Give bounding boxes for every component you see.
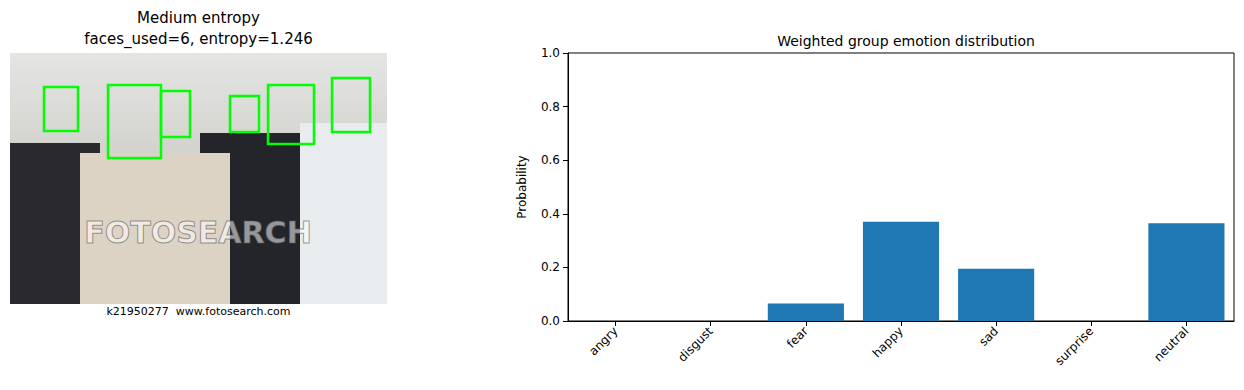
html-text:Medium entropy faces_used=6, e: Medium entropy faces_used=6, entropy=1.2… [84, 9, 313, 48]
svg-text:Weighted group emotion distrib: Weighted group emotion distribution [777, 33, 1035, 49]
svg-text:fear: fear [784, 324, 811, 351]
svg-text:0.6: 0.6 [541, 153, 560, 167]
svg-text:0.4: 0.4 [541, 207, 560, 221]
svg-text:disgust: disgust [675, 324, 716, 365]
svg-text:FOTOSEARCH: FOTOSEARCH [84, 215, 312, 250]
svg-text:happy: happy [870, 324, 906, 360]
svg-text:angry: angry [586, 324, 620, 358]
svg-text:1.0: 1.0 [541, 46, 560, 60]
svg-text:Probability: Probability [515, 155, 529, 218]
svg-text:sad: sad [976, 324, 1001, 349]
svg-text:neutral: neutral [1151, 324, 1191, 364]
svg-text:surprise: surprise [1052, 324, 1096, 368]
html-text:k21950277 www.fotosearch.com: k21950277 www.fotosearch.com [106, 305, 291, 318]
svg-text:0.0: 0.0 [541, 314, 560, 328]
svg-text:0.2: 0.2 [541, 260, 560, 274]
svg-text:0.8: 0.8 [541, 100, 560, 114]
